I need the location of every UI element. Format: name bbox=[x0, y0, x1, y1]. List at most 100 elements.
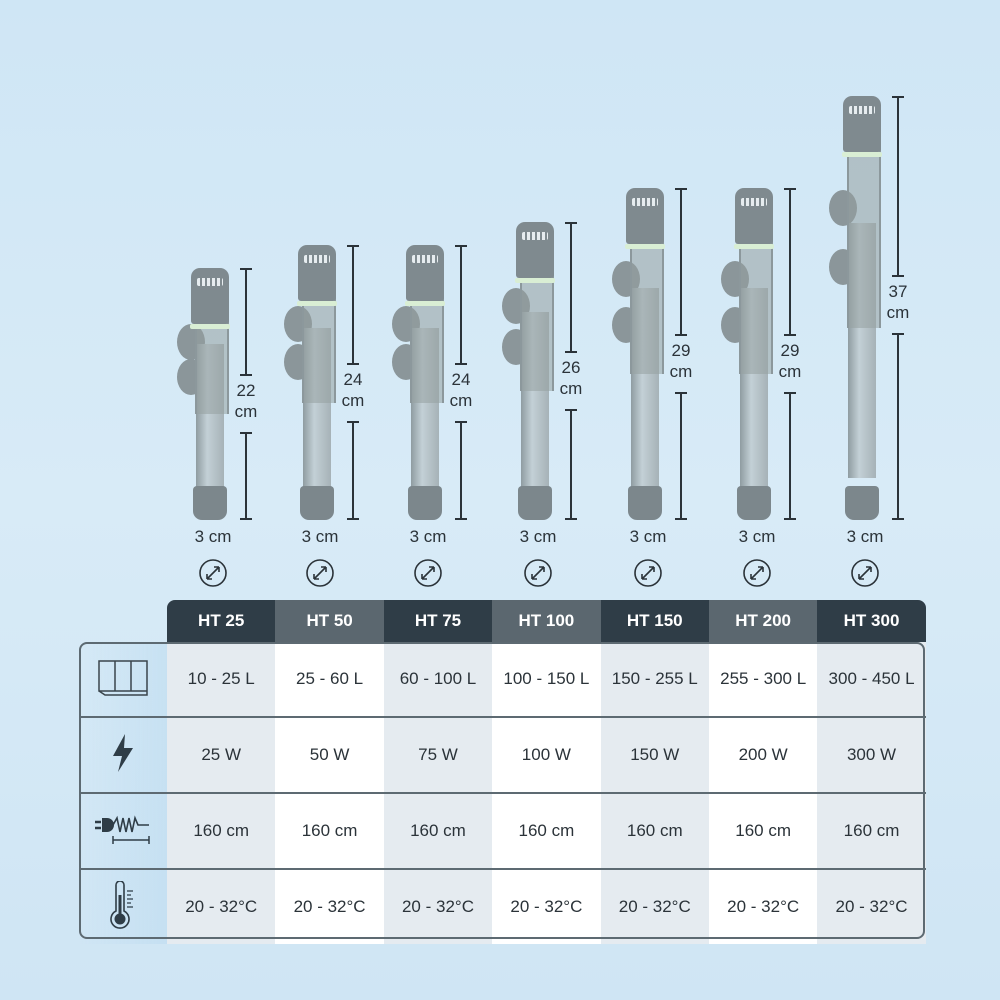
length-unit: cm bbox=[778, 361, 802, 381]
cell-temp: 20 - 32°C bbox=[600, 868, 709, 944]
spec-row-power: 25 W 50 W 75 W 100 W 150 W 200 W 300 W bbox=[79, 716, 926, 793]
dimension-tick bbox=[240, 268, 252, 271]
dimension-tick bbox=[892, 517, 904, 520]
dimension-line bbox=[897, 333, 899, 520]
cell-cable: 160 cm bbox=[383, 792, 493, 869]
dimension-tick bbox=[347, 245, 359, 248]
diameter-icon bbox=[414, 559, 442, 587]
dial-grip bbox=[522, 232, 548, 241]
indicator-ring bbox=[405, 301, 445, 307]
column-header-ht-300: HT 300 bbox=[817, 600, 926, 642]
heater-body bbox=[302, 295, 336, 403]
heater-4 bbox=[612, 187, 665, 520]
dimension-tick bbox=[240, 432, 252, 435]
length-dimension bbox=[892, 96, 904, 520]
length-dimension bbox=[784, 187, 796, 520]
length-label: 29 cm bbox=[770, 340, 810, 382]
diameter-icon bbox=[634, 559, 662, 587]
cell-temp: 20 - 32°C bbox=[383, 868, 493, 944]
length-value: 29 bbox=[671, 340, 691, 360]
heater-2 bbox=[392, 245, 445, 520]
diameter-label: 3 cm bbox=[738, 527, 776, 546]
cell-volume: 25 - 60 L bbox=[275, 642, 384, 717]
length-label: 37 cm bbox=[878, 281, 918, 323]
dimension-line bbox=[352, 420, 354, 520]
heater-3 bbox=[502, 222, 555, 520]
dimension-line bbox=[680, 391, 682, 520]
column-header-ht-100: HT 100 bbox=[492, 600, 601, 642]
diameter-label: 3 cm bbox=[301, 527, 339, 546]
column-header-ht-150: HT 150 bbox=[600, 600, 709, 642]
length-value: 37 bbox=[888, 282, 908, 302]
cell-cable: 160 cm bbox=[817, 792, 926, 869]
column-header-ht-25: HT 25 bbox=[167, 600, 276, 642]
dimension-line bbox=[570, 409, 572, 520]
column-header-ht-50: HT 50 bbox=[275, 600, 384, 642]
cell-cable: 160 cm bbox=[492, 792, 601, 869]
length-dimension bbox=[347, 245, 359, 520]
dimension-line bbox=[245, 268, 247, 375]
heater-foot bbox=[845, 485, 879, 520]
cell-volume: 150 - 255 L bbox=[600, 642, 709, 717]
dimension-tick bbox=[240, 517, 252, 520]
length-dimension bbox=[240, 268, 252, 520]
cell-volume: 60 - 100 L bbox=[383, 642, 493, 717]
heater-body bbox=[410, 295, 444, 403]
indicator-ring bbox=[734, 243, 774, 249]
cell-volume: 300 - 450 L bbox=[817, 642, 926, 717]
diameter-icon bbox=[199, 559, 227, 587]
heater-foot bbox=[300, 485, 334, 520]
heater-foot bbox=[737, 485, 771, 520]
dimension-line bbox=[352, 245, 354, 363]
heater-cap bbox=[626, 187, 664, 244]
indicator-ring bbox=[515, 278, 555, 284]
dimension-tick bbox=[240, 374, 252, 377]
cell-power: 150 W bbox=[600, 716, 709, 793]
spec-row-temp: 20 - 32°C 20 - 32°C 20 - 32°C 20 - 32°C 20 -… bbox=[79, 868, 926, 944]
length-value: 26 bbox=[561, 358, 581, 378]
dimension-tick bbox=[675, 517, 687, 520]
dimension-tick bbox=[455, 420, 467, 423]
dimension-tick bbox=[455, 362, 467, 365]
cell-cable: 160 cm bbox=[275, 792, 384, 869]
indicator-ring bbox=[842, 152, 882, 158]
length-label: 26 cm bbox=[551, 357, 591, 399]
length-dimension bbox=[565, 222, 577, 520]
column-header-ht-200: HT 200 bbox=[708, 600, 818, 642]
diameter-icon bbox=[743, 559, 771, 587]
heater-cap bbox=[735, 187, 773, 244]
heater-foot bbox=[628, 485, 662, 520]
cell-volume: 100 - 150 L bbox=[492, 642, 601, 717]
cell-temp: 20 - 32°C bbox=[275, 868, 384, 944]
dimension-tick bbox=[565, 409, 577, 412]
length-dimension bbox=[455, 245, 467, 520]
dimension-line bbox=[460, 420, 462, 520]
heater-5 bbox=[721, 187, 774, 520]
dial-grip bbox=[741, 197, 767, 206]
length-unit: cm bbox=[669, 361, 693, 381]
cell-cable: 160 cm bbox=[167, 792, 276, 869]
lightning-bolt-icon bbox=[79, 716, 167, 793]
diameter-icon bbox=[524, 559, 552, 587]
dimension-tick bbox=[784, 517, 796, 520]
dimension-tick bbox=[347, 517, 359, 520]
dimension-line bbox=[897, 96, 899, 276]
indicator-ring bbox=[297, 301, 337, 307]
length-label: 24 cm bbox=[333, 369, 373, 411]
length-label: 24 cm bbox=[441, 369, 481, 411]
length-unit: cm bbox=[341, 390, 365, 410]
length-unit: cm bbox=[886, 303, 910, 323]
cell-power: 100 W bbox=[492, 716, 601, 793]
dimension-line bbox=[680, 187, 682, 334]
length-value: 24 bbox=[343, 369, 363, 389]
cell-power: 25 W bbox=[167, 716, 276, 793]
cell-temp: 20 - 32°C bbox=[817, 868, 926, 944]
diameter-label: 3 cm bbox=[194, 527, 232, 546]
heater-body bbox=[195, 318, 229, 415]
aquarium-tank-icon bbox=[79, 642, 167, 717]
spec-row-cable: 160 cm 160 cm 160 cm 160 cm 160 cm 160 cm 160 … bbox=[79, 792, 926, 869]
length-value: 22 bbox=[236, 381, 256, 401]
dimension-tick bbox=[892, 96, 904, 99]
cell-temp: 20 - 32°C bbox=[167, 868, 276, 944]
